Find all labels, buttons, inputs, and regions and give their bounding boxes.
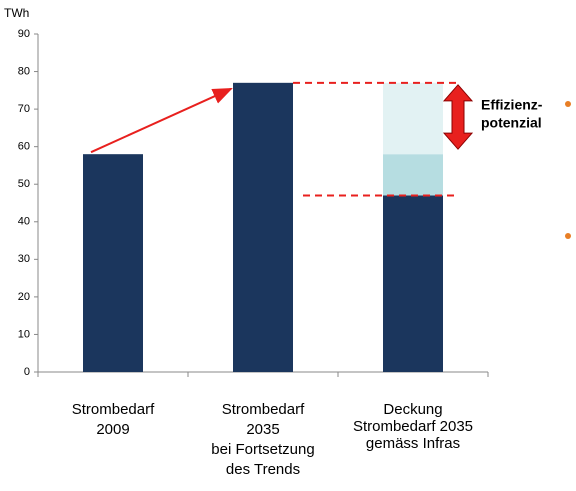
y-tick-label: 60 (18, 141, 30, 153)
bullet (565, 101, 571, 107)
y-tick-label: 20 (18, 291, 30, 303)
bar (383, 82, 443, 155)
y-tick-label: 30 (18, 253, 30, 265)
bar (83, 154, 143, 372)
x-tick-label: Deckung (383, 401, 442, 418)
x-tick-label: bei Fortsetzung (211, 441, 314, 458)
y-axis-label: TWh (4, 6, 29, 20)
y-tick-label: 80 (18, 65, 30, 77)
x-tick-label: Strombedarf (72, 401, 155, 418)
y-tick-label: 0 (24, 366, 30, 378)
bullet (565, 233, 571, 239)
bar (233, 82, 293, 373)
x-tick-label: 2009 (96, 421, 129, 438)
efficiency-arrow (442, 84, 474, 150)
y-tick-label: 90 (18, 28, 30, 40)
x-tick-label: Strombedarf (222, 401, 305, 418)
y-tick-label: 40 (18, 216, 30, 228)
y-tick-label: 10 (18, 328, 30, 340)
bar (383, 195, 443, 372)
trend-arrow (90, 87, 233, 154)
x-tick-label: 2035 (246, 421, 279, 438)
x-tick-label: des Trends (226, 461, 300, 478)
y-tick-label: 50 (18, 178, 30, 190)
x-tick-label: Strombedarf 2035 (353, 418, 473, 435)
annotation: Effizienz- (481, 97, 543, 113)
annotation: potenzial (481, 115, 542, 131)
y-tick-label: 70 (18, 103, 30, 115)
bar (383, 154, 443, 196)
x-tick-label: gemäss Infras (366, 435, 460, 452)
